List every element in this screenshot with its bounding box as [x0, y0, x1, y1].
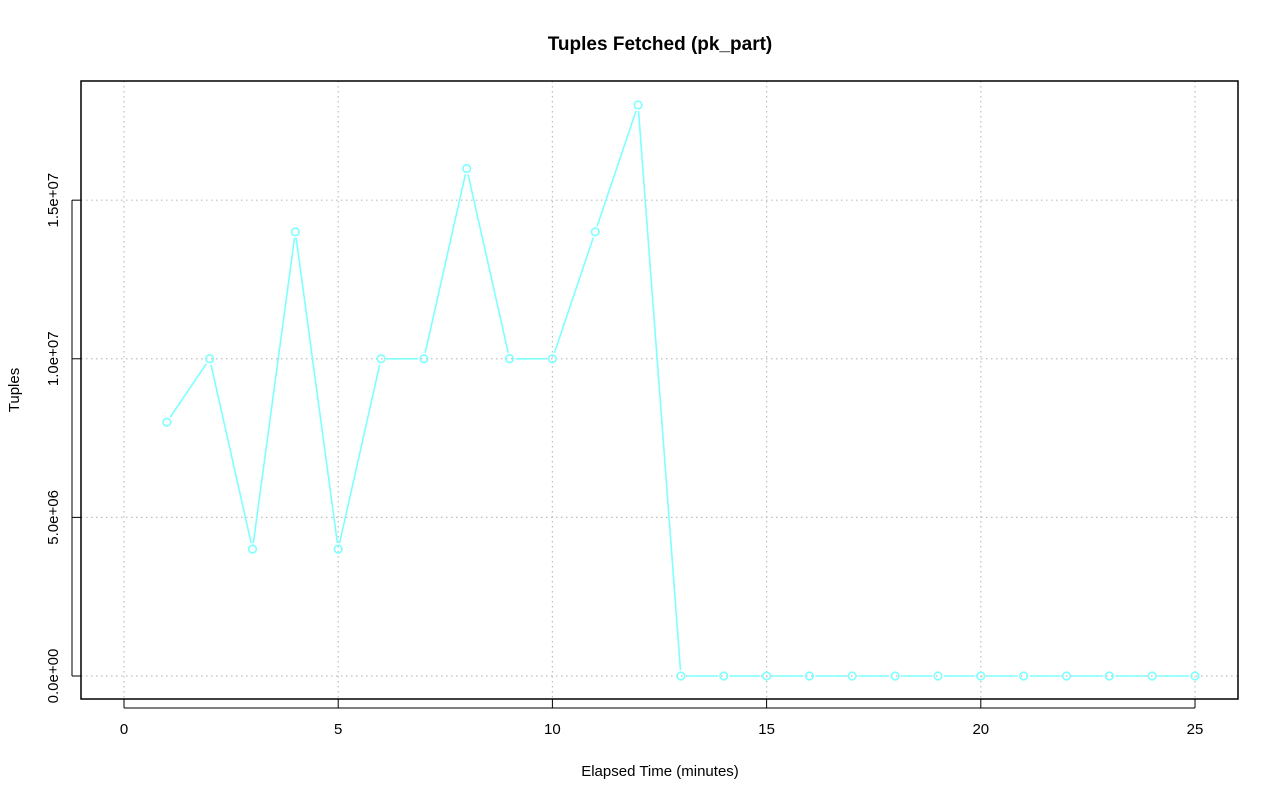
- series-line-segment: [252, 237, 296, 544]
- y-tick-label: 1.0e+07: [45, 331, 62, 386]
- data-point: [633, 100, 643, 110]
- data-point: [890, 671, 900, 681]
- data-series: [162, 100, 1200, 681]
- series-line-segment: [424, 174, 467, 354]
- data-point: [547, 354, 558, 364]
- x-tick-label: 5: [334, 721, 342, 738]
- data-point: [504, 354, 515, 364]
- series-line-segment: [637, 110, 682, 671]
- data-point: [205, 354, 215, 364]
- series-line-segment: [596, 110, 637, 227]
- y-tick-label: 0.0e+00: [45, 649, 62, 704]
- data-point: [419, 354, 429, 364]
- grid-lines: [81, 81, 1238, 699]
- data-point: [1019, 671, 1029, 681]
- data-point: [719, 671, 729, 681]
- data-point: [462, 163, 472, 174]
- x-axis: 0 5 10 15 20 25: [120, 699, 1204, 738]
- data-point: [333, 544, 343, 554]
- data-point: [1147, 671, 1157, 681]
- x-axis-label: Elapsed Time (minutes): [581, 763, 739, 780]
- data-point: [847, 671, 857, 681]
- chart-title: Tuples Fetched (pk_part): [548, 34, 773, 55]
- data-point: [761, 671, 772, 681]
- series-line-segment: [467, 174, 510, 354]
- data-point: [804, 671, 815, 681]
- data-point: [162, 417, 172, 427]
- data-point: [290, 227, 300, 237]
- x-tick-label: 10: [544, 721, 561, 738]
- data-point: [376, 354, 386, 364]
- data-point: [1104, 671, 1114, 681]
- data-point: [676, 671, 686, 681]
- data-point: [933, 671, 943, 681]
- x-tick-label: 20: [972, 721, 989, 738]
- data-point: [1061, 671, 1072, 681]
- data-point: [590, 227, 600, 237]
- series-line-segment: [295, 237, 339, 544]
- series-line-segment: [338, 364, 381, 544]
- x-tick-label: 0: [120, 721, 128, 738]
- data-point: [1190, 671, 1200, 681]
- series-line-segment: [553, 237, 595, 354]
- data-point: [247, 544, 258, 554]
- y-tick-label: 5.0e+06: [45, 490, 62, 545]
- series-line-segment: [169, 363, 207, 418]
- x-tick-label: 15: [758, 721, 775, 738]
- y-axis-label: Tuples: [6, 368, 23, 412]
- plot-frame: [80, 80, 1239, 700]
- series-line-segment: [210, 364, 252, 544]
- y-tick-label: 1.5e+07: [45, 173, 62, 228]
- x-tick-label: 25: [1187, 721, 1204, 738]
- y-axis: 0.0e+00 5.0e+06 1.0e+07 1.5e+07: [45, 173, 81, 703]
- data-point: [976, 671, 986, 681]
